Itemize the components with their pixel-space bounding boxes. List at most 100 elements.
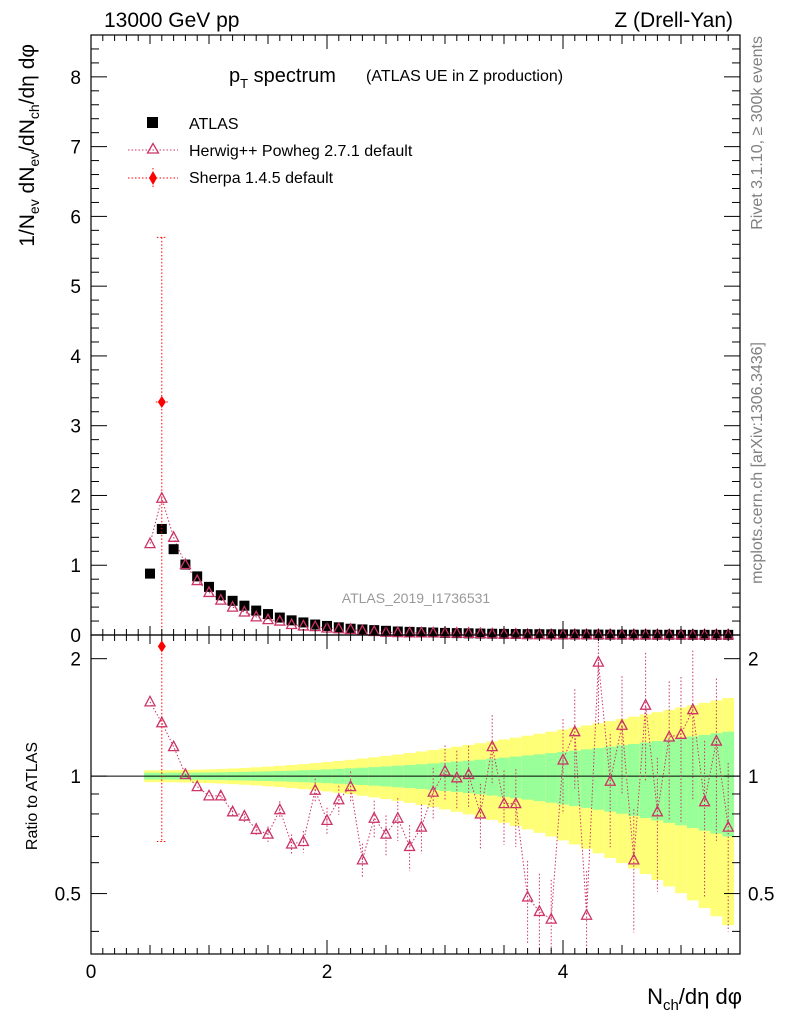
axes-layer: 0 2 4 0 1 2 3 4 5 6 7 8 0.5 0.5 1 1 2 2 [55, 34, 774, 983]
herwig-ratio-point [155, 715, 168, 728]
legend-marker-herwig [146, 142, 160, 154]
legend-marker-sherpa [149, 171, 157, 185]
main-ytick-label: 2 [70, 486, 81, 507]
main-subtitle: (ATLAS UE in Z production) [366, 68, 563, 85]
herwig-ratio-point [698, 794, 711, 807]
main-ytick-label: 1 [70, 556, 81, 577]
main-ytick-label: 8 [70, 68, 81, 89]
herwig-ratio-point [486, 739, 499, 752]
herwig-ratio-point [592, 655, 605, 667]
atlas-point [274, 612, 285, 623]
herwig-ratio-point [438, 764, 452, 776]
process-label: Z (Drell-Yan) [614, 9, 733, 32]
herwig-ratio-point [663, 730, 676, 742]
herwig-point [191, 573, 204, 586]
herwig-ratio-point [332, 792, 345, 805]
herwig-ratio-point [521, 890, 534, 902]
herwig-ratio-point [344, 779, 357, 792]
ratio-band-inner [651, 741, 664, 821]
legend: ATLAS Herwig++ Powheg 2.7.1 default Sher… [128, 116, 413, 188]
herwig-ratio-point [309, 783, 322, 795]
ratio-ytick-label-right: 1 [748, 767, 759, 788]
ratio-band-inner [675, 738, 687, 826]
atlas-point [333, 622, 344, 633]
herwig-point [155, 491, 168, 503]
legend-marker-atlas [147, 117, 158, 128]
herwig-ratio-point [226, 804, 239, 817]
herwig-ratio-point [627, 852, 640, 865]
atlas-point [310, 619, 321, 630]
herwig-point [143, 536, 157, 549]
herwig-ratio-point [391, 811, 404, 823]
atlas-point [168, 544, 179, 555]
legend-label-atlas: ATLAS [189, 116, 239, 133]
ratio-band-inner [439, 762, 451, 791]
ratio-ytick-label-right: 2 [748, 650, 759, 671]
x-tick-label: 0 [86, 962, 97, 983]
x-tick-label: 2 [322, 962, 333, 983]
ratio-band-inner [616, 745, 628, 814]
title-sub: T [240, 76, 248, 91]
herwig-point [202, 585, 216, 598]
title-p: p [229, 65, 240, 87]
main-ytick-label: 3 [70, 417, 81, 438]
herwig-ratio-point [356, 852, 369, 865]
ratio-ytick-label: 1 [70, 767, 81, 788]
herwig-ratio-point [710, 734, 723, 746]
ratio-band-inner [604, 746, 617, 812]
ratio-band-inner [486, 758, 499, 796]
herwig-ratio-point [368, 811, 381, 823]
title-rest: spectrum [248, 65, 336, 87]
ratio-ylabel: Ratio to ATLAS [24, 742, 41, 850]
herwig-ratio-point [214, 788, 227, 801]
ratio-ytick-label: 0.5 [55, 885, 81, 906]
ratio-band-inner [557, 751, 569, 805]
herwig-point [261, 612, 275, 625]
main-plot-layer [143, 236, 735, 640]
main-ytick-label: 6 [70, 207, 81, 228]
herwig-point [285, 617, 298, 630]
herwig-ratio-point [202, 788, 216, 801]
herwig-point [214, 593, 227, 605]
ratio-band-inner [580, 749, 593, 808]
herwig-line [149, 496, 729, 636]
herwig-ratio-point [686, 702, 699, 715]
ratio-band-inner [545, 753, 558, 803]
ratio-band-inner [627, 743, 640, 816]
ratio-band-inner [663, 739, 676, 823]
ratio-ytick-label: 2 [70, 650, 81, 671]
ratio-band-inner [710, 733, 723, 834]
beam-label: 13000 GeV pp [104, 9, 239, 32]
ratio-plot-layer [91, 635, 740, 954]
herwig-point [273, 614, 286, 626]
herwig-ratio-point [261, 827, 275, 839]
herwig-ratio-point [143, 694, 157, 707]
herwig-ratio-point [238, 809, 251, 821]
atlas-point [180, 559, 191, 570]
herwig-ratio-point [450, 770, 463, 783]
herwig-ratio-point [474, 807, 487, 819]
herwig-ratio-point [273, 802, 286, 815]
atlas-point [145, 568, 155, 579]
legend-label-sherpa: Sherpa 1.4.5 default [189, 170, 334, 187]
herwig-ratio-line [149, 662, 729, 921]
herwig-point [250, 609, 263, 622]
legend-label-herwig: Herwig++ Powheg 2.7.1 default [189, 143, 413, 160]
herwig-point [226, 600, 239, 612]
herwig-ratio-point [379, 827, 393, 839]
herwig-point [167, 530, 180, 542]
herwig-ratio-point [297, 834, 310, 847]
ratio-band-inner [498, 757, 510, 797]
herwig-ratio-point [250, 822, 263, 835]
ratio-band-inner [698, 734, 711, 831]
x-axis-label: Nch/dη dφ [647, 984, 742, 1014]
main-ytick-label: 4 [70, 347, 81, 368]
ratio-band-inner [568, 750, 581, 807]
herwig-ratio-point [545, 912, 558, 924]
herwig-ratio-point [651, 804, 664, 817]
main-ytick-label: 5 [70, 277, 81, 298]
herwig-ratio-point [497, 796, 511, 809]
ratio-ytick-label-right: 0.5 [748, 885, 774, 906]
herwig-ratio-point [403, 839, 416, 852]
